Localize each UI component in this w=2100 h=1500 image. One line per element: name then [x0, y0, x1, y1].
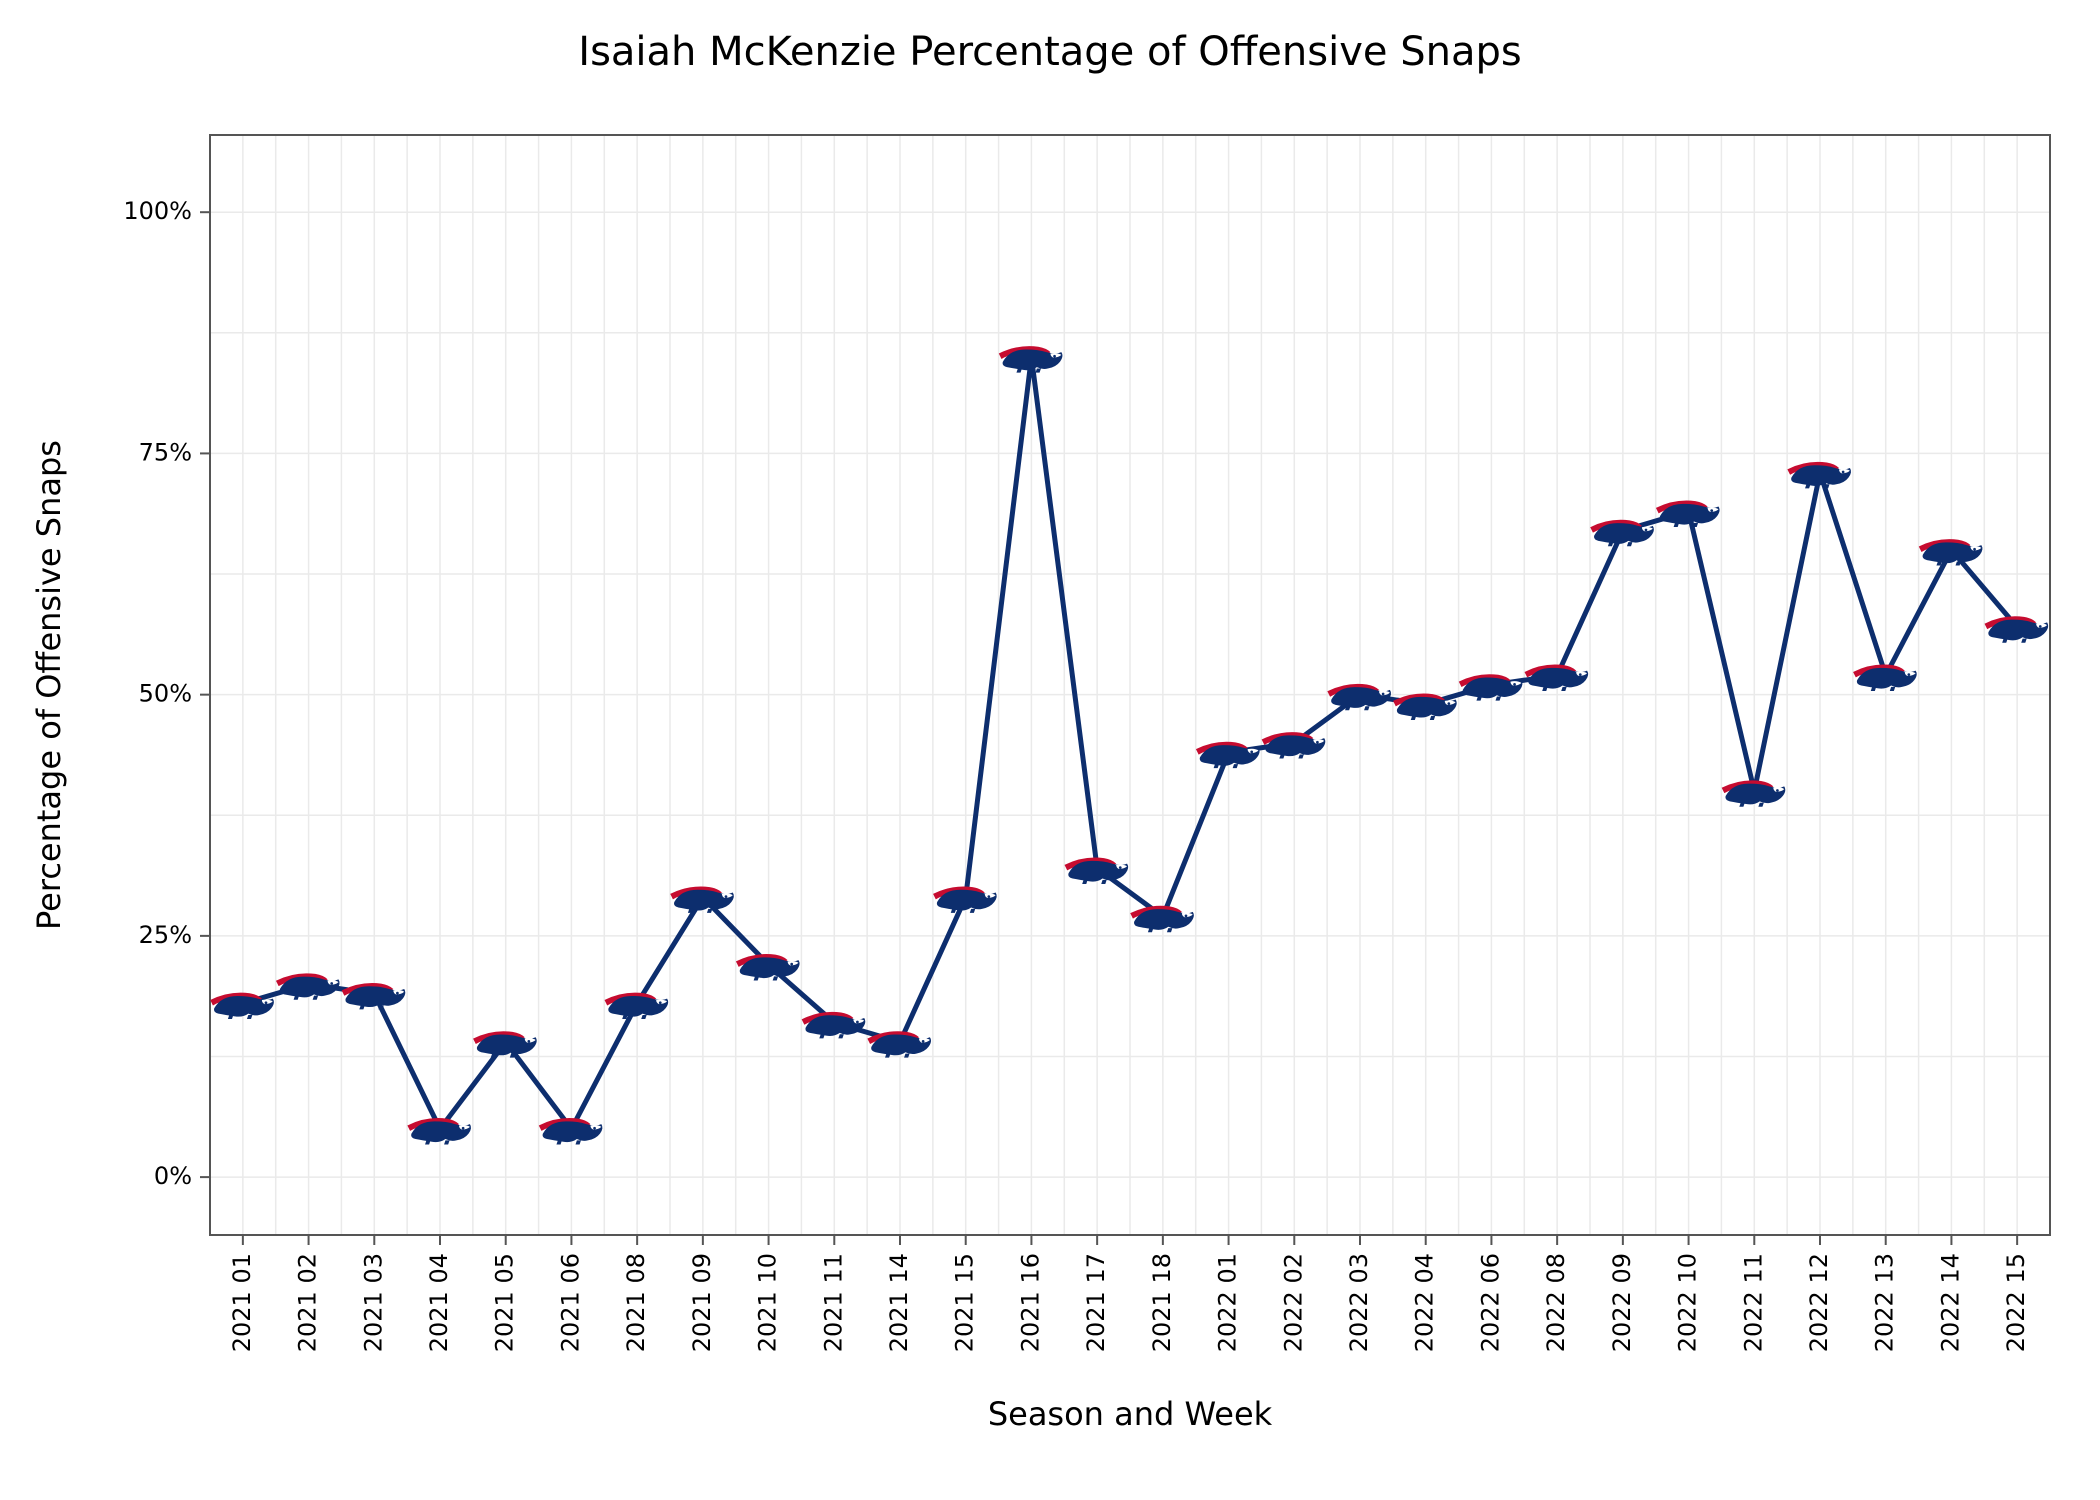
x-tick-label: 2021 01	[228, 1253, 256, 1352]
x-tick-label: 2021 06	[556, 1253, 584, 1352]
x-tick-label: 2021 03	[359, 1253, 387, 1352]
x-tick-label: 2021 10	[754, 1253, 782, 1352]
x-tick-label: 2022 11	[1739, 1253, 1767, 1352]
x-tick-label: 2022 08	[1542, 1253, 1570, 1352]
x-tick-label: 2022 13	[1871, 1253, 1899, 1352]
chart-container: 0% 25% 50% 75% 100% 2021 01 2021 02 2021 03 2021…	[0, 0, 2100, 1500]
x-tick-label: 2022 15	[2002, 1253, 2030, 1352]
x-tick-label: 2022 04	[1411, 1253, 1439, 1352]
x-tick-label: 2022 03	[1345, 1253, 1373, 1352]
x-tick-label: 2021 11	[819, 1253, 847, 1352]
line-chart: 0% 25% 50% 75% 100% 2021 01 2021 02 2021 03 2021…	[0, 0, 2100, 1500]
x-tick-label: 2021 05	[491, 1253, 519, 1352]
x-tick-label: 2021 09	[688, 1253, 716, 1352]
y-axis-label: Percentage of Offensive Snaps	[30, 440, 68, 930]
x-tick-label: 2021 08	[622, 1253, 650, 1352]
svg-text:50%: 50%	[139, 680, 192, 708]
x-tick-label: 2022 02	[1279, 1253, 1307, 1352]
x-tick-label: 2021 16	[1016, 1253, 1044, 1352]
x-tick-label: 2021 17	[1082, 1253, 1110, 1352]
x-tick-label: 2021 02	[294, 1253, 322, 1352]
x-tick-label: 2021 14	[885, 1253, 913, 1352]
x-axis-label: Season and Week	[988, 1395, 1273, 1433]
svg-text:25%: 25%	[139, 921, 192, 949]
chart-title: Isaiah McKenzie Percentage of Offensive …	[578, 29, 1521, 75]
svg-text:100%: 100%	[123, 197, 192, 225]
x-tick-label: 2021 18	[1148, 1253, 1176, 1352]
svg-text:0%: 0%	[154, 1162, 192, 1190]
x-tick-label: 2021 15	[951, 1253, 979, 1352]
x-tick-label: 2022 12	[1805, 1253, 1833, 1352]
x-tick-label: 2022 09	[1608, 1253, 1636, 1352]
x-tick-label: 2022 10	[1674, 1253, 1702, 1352]
x-tick-label: 2022 06	[1476, 1253, 1504, 1352]
svg-text:75%: 75%	[139, 438, 192, 466]
x-tick-label: 2022 14	[1936, 1253, 1964, 1352]
x-tick-label: 2021 04	[425, 1253, 453, 1352]
x-tick-label: 2022 01	[1214, 1253, 1242, 1352]
